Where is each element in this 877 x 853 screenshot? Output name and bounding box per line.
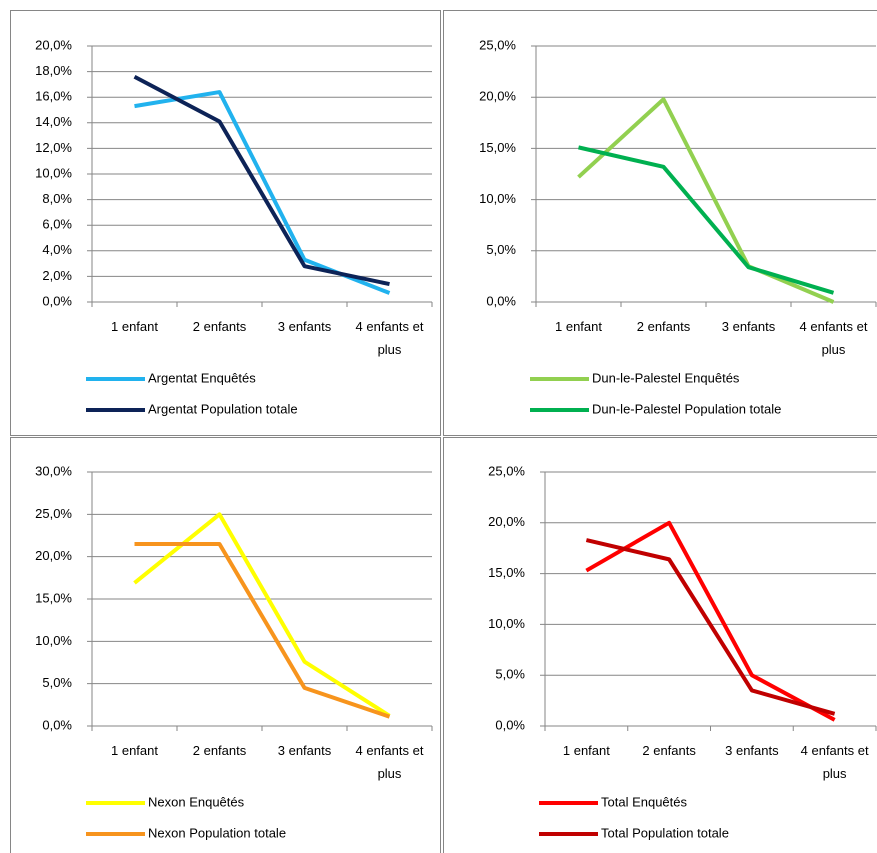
x-tick-label: 1 enfant [111, 743, 158, 758]
series-line [585, 538, 836, 716]
y-tick-label: 0,0% [495, 717, 525, 732]
x-tick-label: 1 enfant [111, 319, 158, 334]
y-tick-label: 10,0% [479, 191, 516, 206]
series-line [585, 520, 836, 722]
y-tick-label: 12,0% [35, 140, 72, 155]
y-tick-label: 0,0% [42, 717, 72, 732]
x-tick-label: 3 enfants [277, 319, 332, 334]
y-tick-label: 8,0% [42, 191, 72, 206]
y-tick-label: 20,0% [488, 514, 525, 529]
series-line [578, 145, 835, 295]
y-tick-label: 20,0% [35, 548, 72, 563]
x-tick-label: 1 enfant [562, 743, 610, 758]
series-line [133, 74, 390, 287]
y-tick-label: 25,0% [479, 37, 516, 52]
y-tick-label: 30,0% [35, 463, 72, 478]
x-tick-label: 4 enfants et plus [355, 743, 424, 781]
y-tick-label: 10,0% [35, 633, 72, 648]
x-tick-label: 4 enfants et plus [799, 319, 868, 357]
y-tick-label: 18,0% [35, 63, 72, 78]
y-tick-label: 15,0% [479, 140, 516, 155]
y-tick-label: 5,0% [495, 667, 525, 682]
y-tick-label: 15,0% [35, 590, 72, 605]
legend-label: Nexon Enquêtés [148, 794, 245, 809]
x-tick-label: 3 enfants [721, 319, 776, 334]
y-tick-label: 4,0% [42, 242, 72, 257]
legend-label: Total Enquêtés [601, 794, 688, 809]
y-tick-label: 20,0% [479, 89, 516, 104]
x-tick-label: 2 enfants [192, 743, 247, 758]
y-tick-label: 5,0% [486, 242, 516, 257]
y-tick-label: 15,0% [488, 565, 525, 580]
series-line [133, 512, 391, 718]
y-tick-label: 0,0% [42, 293, 72, 308]
y-tick-label: 14,0% [35, 114, 72, 129]
series-line [134, 541, 391, 719]
x-tick-label: 2 enfants [642, 743, 696, 758]
y-tick-label: 16,0% [35, 89, 72, 104]
y-tick-label: 25,0% [488, 463, 525, 478]
x-tick-label: 4 enfants et plus [800, 743, 869, 781]
x-tick-label: 2 enfants [636, 319, 691, 334]
x-tick-label: 3 enfants [725, 743, 779, 758]
x-tick-label: 3 enfants [277, 743, 332, 758]
y-tick-label: 10,0% [488, 616, 525, 631]
y-tick-label: 10,0% [35, 165, 72, 180]
legend-label: Argentat Population totale [148, 401, 298, 416]
panel-border [10, 437, 441, 853]
y-tick-label: 25,0% [35, 506, 72, 521]
legend-label: Dun-le-Palestel Population totale [592, 401, 781, 416]
legend-label: Argentat Enquêtés [148, 370, 256, 385]
panel-border [10, 10, 441, 436]
y-tick-label: 2,0% [42, 268, 72, 283]
legend-label: Total Population totale [601, 825, 729, 840]
y-tick-label: 0,0% [486, 293, 516, 308]
legend-label: Nexon Population totale [148, 825, 286, 840]
x-tick-label: 2 enfants [192, 319, 247, 334]
y-tick-label: 6,0% [42, 217, 72, 232]
panel-border [443, 10, 877, 436]
panel-border [443, 437, 877, 853]
legend-label: Dun-le-Palestel Enquêtés [592, 370, 740, 385]
y-tick-label: 5,0% [42, 675, 72, 690]
x-tick-label: 4 enfants et plus [355, 319, 424, 357]
y-tick-label: 20,0% [35, 37, 72, 52]
x-tick-label: 1 enfant [555, 319, 602, 334]
series-line [577, 97, 835, 304]
